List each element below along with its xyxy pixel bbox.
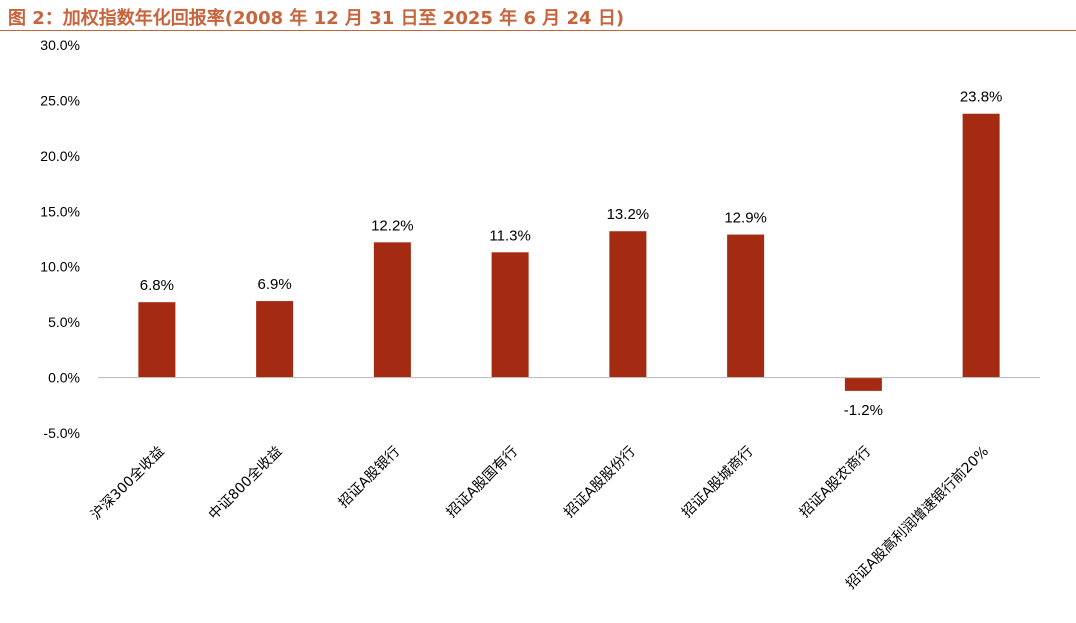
bar: [844, 377, 882, 391]
data-label: 6.8%: [140, 277, 174, 294]
bar: [373, 242, 411, 378]
y-tick-label: 10.0%: [40, 259, 80, 275]
y-tick-label: 25.0%: [40, 92, 80, 108]
bars: [138, 113, 1000, 391]
y-tick-label: 30.0%: [40, 37, 80, 53]
data-label: -1.2%: [844, 402, 883, 419]
y-tick-label: -5.0%: [43, 425, 80, 441]
title-bar: 图 2：加权指数年化回报率(2008 年 12 月 31 日至 2025 年 6…: [0, 0, 1076, 34]
category-label: 招证A股高利润增速银行前20%: [842, 443, 992, 593]
y-tick-label: 0.0%: [48, 370, 80, 386]
y-tick-label: 15.0%: [40, 203, 80, 219]
bar: [256, 301, 294, 378]
data-label: 13.2%: [607, 206, 650, 223]
bar: [962, 113, 1000, 378]
category-labels: 沪深300全收益 中证800全收益 招证A股银行 招证A股国有行 招证A股股份行 招证A股…: [87, 443, 992, 593]
data-labels: 6.8% 6.9% 12.2% 11.3% 13.2% 12.9% -1.2% 23.8%: [140, 89, 1003, 419]
category-label: 沪深300全收益: [87, 443, 167, 523]
bar: [727, 234, 765, 378]
y-tick-label: 5.0%: [48, 314, 80, 330]
category-label: 中证800全收益: [205, 443, 285, 523]
chart-title: 图 2：加权指数年化回报率(2008 年 12 月 31 日至 2025 年 6…: [8, 8, 625, 29]
category-label: 招证A股银行: [336, 444, 404, 512]
bar: [138, 302, 176, 378]
bar: [609, 231, 647, 378]
data-label: 12.9%: [724, 210, 767, 227]
category-label: 招证A股国有行: [443, 444, 520, 521]
category-label: 招证A股农商行: [797, 444, 874, 521]
category-label: 招证A股城商行: [679, 444, 756, 521]
bar: [491, 252, 529, 378]
data-label: 12.2%: [371, 217, 414, 234]
data-label: 6.9%: [258, 276, 292, 293]
category-label: 招证A股股份行: [561, 444, 638, 521]
data-label: 23.8%: [960, 89, 1003, 106]
title-divider: [0, 30, 1076, 31]
data-label: 11.3%: [489, 227, 530, 244]
y-axis: 30.0% 25.0% 20.0% 15.0% 10.0% 5.0% 0.0% -5.0%: [40, 37, 80, 441]
y-tick-label: 20.0%: [40, 148, 80, 164]
